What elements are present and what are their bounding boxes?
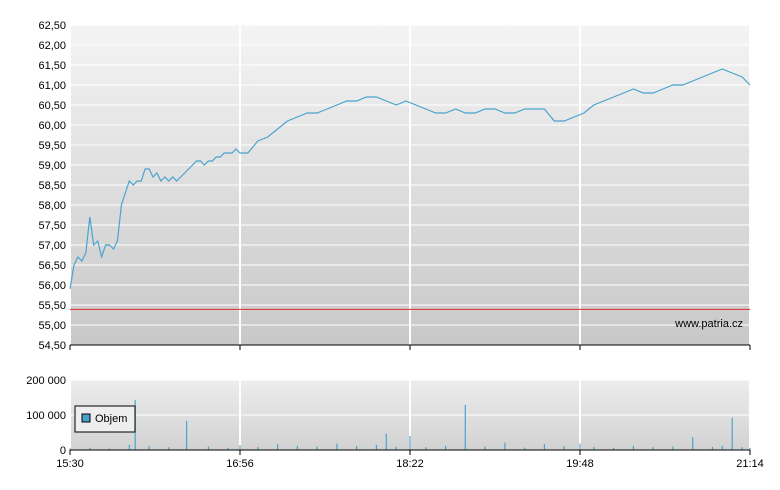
volume-bars — [69, 399, 751, 450]
price-y-tick-label: 57,00 — [38, 240, 66, 252]
volume-y-tick-label: 200 000 — [26, 375, 66, 387]
volume-y-tick-label: 100 000 — [26, 410, 66, 422]
price-y-tick-label: 55,00 — [38, 320, 66, 332]
price-y-tick-label: 60,50 — [38, 100, 66, 112]
volume-legend: Objem — [74, 405, 136, 433]
price-y-tick-label: 60,00 — [38, 120, 66, 132]
x-tick-label: 19:48 — [566, 458, 594, 470]
price-y-tick-label: 61,00 — [38, 80, 66, 92]
price-y-tick-label: 56,00 — [38, 280, 66, 292]
volume-y-tick-label: 0 — [60, 445, 66, 457]
volume-x-axis: 15:30 16:56 18:22 19:48 21:14 — [56, 449, 764, 470]
price-y-tick-label: 62,00 — [38, 40, 66, 52]
legend-label: Objem — [95, 413, 127, 425]
x-tick-label: 16:56 — [226, 458, 254, 470]
price-y-tick-label: 59,50 — [38, 140, 66, 152]
price-series — [69, 68, 751, 290]
price-y-tick-label: 58,50 — [38, 180, 66, 192]
legend-swatch — [81, 413, 91, 423]
volume-panel: 200 000 100 000 0 15:30 16:56 18:22 19:48 21:1… — [26, 375, 764, 470]
price-y-axis: 62,50 62,00 61,50 61,00 60,50 60,00 59,50 59,00… — [38, 20, 66, 352]
price-y-tick-label: 62,50 — [38, 20, 66, 32]
price-y-tick-label: 58,00 — [38, 200, 66, 212]
price-y-tick-label: 57,50 — [38, 220, 66, 232]
price-line — [69, 68, 751, 290]
price-grid — [69, 24, 751, 346]
x-tick-label: 21:14 — [736, 458, 764, 470]
x-tick-label: 18:22 — [396, 458, 424, 470]
price-y-tick-label: 55,50 — [38, 300, 66, 312]
x-tick-label: 15:30 — [56, 458, 84, 470]
watermark: www.patria.cz — [674, 318, 743, 330]
volume-y-axis: 200 000 100 000 0 — [26, 375, 66, 457]
price-y-tick-label: 61,50 — [38, 60, 66, 72]
price-y-tick-label: 56,50 — [38, 260, 66, 272]
price-y-tick-label: 54,50 — [38, 340, 66, 352]
price-y-tick-label: 59,00 — [38, 160, 66, 172]
price-panel: 62,50 62,00 61,50 61,00 60,50 60,00 59,50 59,00… — [38, 20, 751, 352]
price-x-axis — [69, 344, 751, 350]
